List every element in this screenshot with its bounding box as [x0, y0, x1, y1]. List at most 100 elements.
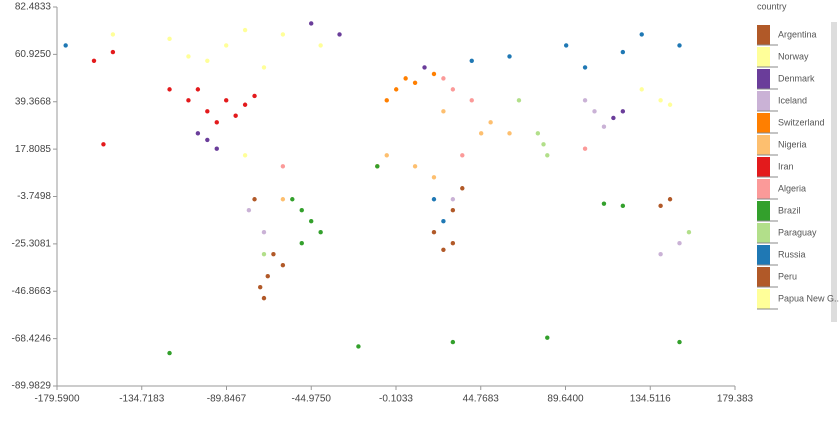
point: [205, 109, 210, 114]
point: [422, 65, 427, 70]
point: [167, 36, 172, 42]
point: [677, 240, 682, 246]
legend-swatch: [757, 47, 770, 67]
point: [280, 32, 286, 37]
x-tick-label: -0.1033: [379, 394, 413, 405]
y-tick-label: -25.3081: [12, 239, 52, 250]
point: [91, 58, 97, 64]
x-tick-label: -44.9750: [292, 394, 332, 405]
point: [261, 251, 267, 257]
point: [375, 164, 380, 169]
legend-label: Russia: [778, 249, 806, 259]
point: [620, 49, 626, 55]
x-tick-label: 89.6400: [547, 394, 584, 405]
point: [658, 251, 663, 257]
point: [309, 21, 314, 26]
point: [318, 230, 323, 235]
point: [639, 87, 644, 92]
point: [441, 247, 446, 252]
legend-label: Switzerland: [778, 117, 825, 127]
point: [450, 197, 456, 202]
point: [356, 344, 361, 349]
point: [110, 32, 116, 37]
point: [507, 54, 512, 59]
legend-label: Argentina: [778, 29, 817, 39]
point: [620, 203, 626, 209]
point: [478, 131, 484, 136]
point: [450, 240, 456, 246]
point: [195, 87, 201, 92]
point: [205, 58, 210, 64]
point: [224, 43, 229, 48]
point: [309, 219, 314, 224]
point: [280, 262, 286, 268]
legend-title: country: [757, 1, 787, 11]
point: [658, 98, 663, 103]
point: [460, 153, 465, 158]
x-tick-label: 134.5116: [630, 394, 671, 405]
point: [441, 109, 446, 114]
point: [488, 120, 493, 125]
legend-swatch: [757, 223, 770, 243]
legend-label: Papua New G...: [778, 293, 839, 303]
legend-swatch: [757, 69, 770, 89]
point: [677, 339, 682, 345]
point: [620, 109, 626, 114]
point: [582, 146, 588, 151]
point: [611, 115, 616, 121]
point: [280, 164, 286, 169]
legend-label: Peru: [778, 271, 797, 281]
point: [290, 197, 295, 202]
point: [582, 98, 588, 103]
y-tick-label: 60.9250: [15, 49, 52, 60]
point: [242, 102, 248, 107]
point: [469, 98, 474, 103]
y-tick-label: -3.7498: [17, 191, 51, 202]
point: [507, 131, 512, 136]
point: [541, 142, 546, 147]
point: [384, 98, 389, 103]
legend-label: Brazil: [778, 205, 801, 215]
point: [592, 109, 597, 114]
x-tick-label: -89.8467: [207, 394, 247, 405]
legend-swatch: [757, 245, 770, 265]
point: [545, 335, 550, 340]
point: [431, 230, 437, 235]
point: [412, 164, 418, 169]
legend-swatch: [757, 179, 770, 199]
point: [242, 153, 248, 158]
legend-swatch: [757, 289, 770, 309]
scrollbar[interactable]: [831, 22, 837, 322]
point: [242, 27, 248, 33]
point: [431, 197, 437, 202]
legend-label: Iran: [778, 161, 794, 171]
point: [280, 197, 286, 202]
point: [186, 54, 191, 59]
point: [246, 208, 252, 213]
legend-swatch: [757, 157, 770, 177]
y-tick-label: -89.9829: [12, 381, 52, 392]
legend-swatch: [757, 91, 770, 111]
point: [639, 32, 644, 37]
point: [63, 43, 68, 48]
point: [167, 350, 172, 356]
point: [535, 131, 541, 136]
point: [441, 219, 446, 224]
point: [252, 93, 257, 99]
point: [582, 65, 588, 70]
legend-label: Nigeria: [778, 139, 807, 149]
legend-swatch: [757, 113, 770, 133]
point: [214, 120, 219, 125]
legend-swatch: [757, 135, 770, 155]
point: [545, 153, 550, 158]
legend-swatch: [757, 267, 770, 287]
x-tick-label: 179.383: [717, 394, 754, 405]
point: [450, 339, 456, 345]
legend-label: Iceland: [778, 95, 807, 105]
point: [261, 230, 267, 235]
point: [186, 98, 191, 103]
legend-label: Paraguay: [778, 227, 817, 237]
legend-label: Algeria: [778, 183, 806, 193]
point: [224, 98, 229, 103]
point: [337, 32, 342, 37]
